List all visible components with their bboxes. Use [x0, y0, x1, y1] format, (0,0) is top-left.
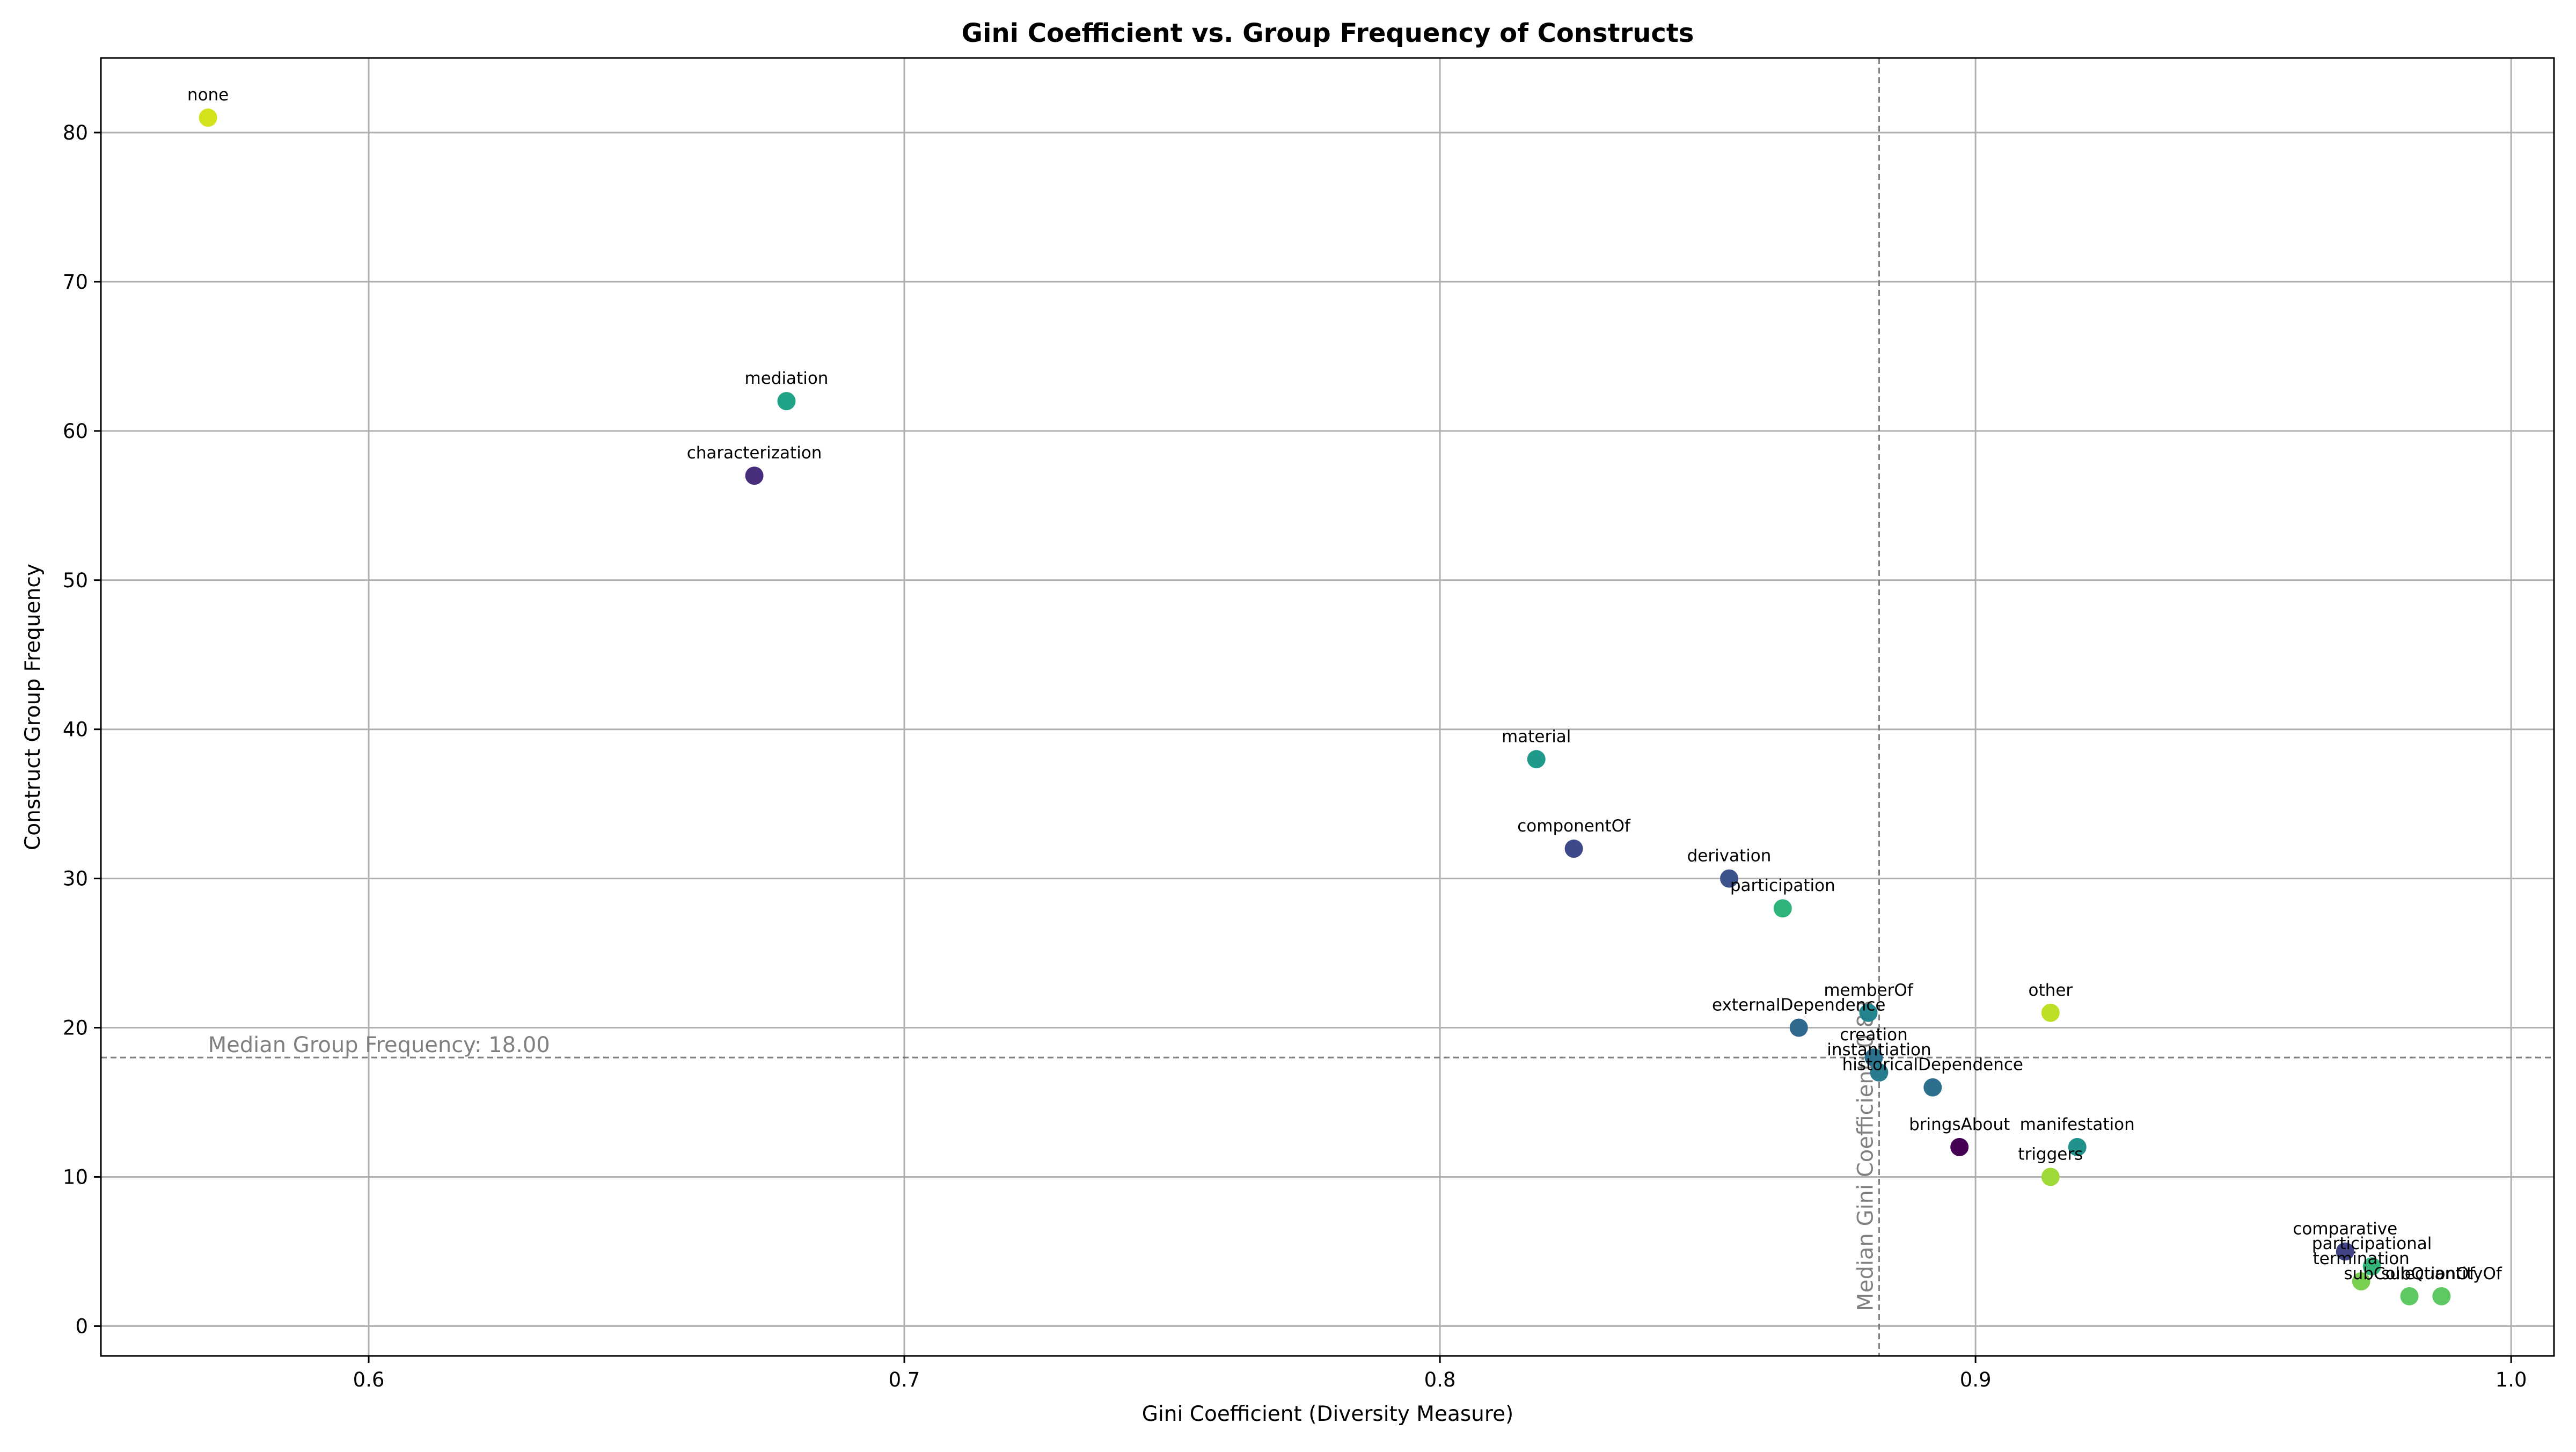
data-point-label: manifestation: [2020, 1115, 2135, 1134]
data-point-label: material: [1502, 727, 1571, 746]
data-point-label: participation: [1730, 876, 1835, 895]
y-axis-label: Construct Group Frequency: [21, 564, 45, 850]
data-point: [2400, 1287, 2419, 1305]
y-tick-label: 70: [63, 271, 88, 294]
y-tick-label: 50: [63, 569, 88, 592]
data-point: [1720, 869, 1739, 888]
data-point-label: componentOf: [1517, 816, 1631, 836]
data-point-label: triggers: [2018, 1144, 2083, 1164]
data-point-label: subQuantityOf: [2381, 1264, 2502, 1283]
data-point-label: memberOf: [1824, 981, 1913, 1000]
data-point: [2336, 1242, 2354, 1261]
data-point: [199, 108, 217, 127]
y-tick-label: 30: [63, 867, 88, 891]
x-tick-label: 0.6: [353, 1368, 385, 1391]
data-point-label: historicalDependence: [1842, 1055, 2023, 1075]
x-tick-label: 0.8: [1424, 1368, 1456, 1391]
y-tick-label: 20: [63, 1017, 88, 1040]
data-point: [1923, 1078, 1942, 1097]
data-point-label: comparative: [2293, 1219, 2397, 1238]
x-tick-label: 1.0: [2496, 1368, 2527, 1391]
data-point-label: other: [2029, 981, 2073, 1000]
data-point-label: participational: [2312, 1234, 2432, 1253]
chart-title: Gini Coefficient vs. Group Frequency of …: [962, 18, 1694, 48]
axis-ticks: 0.6 0.7 0.8 0.9 1.0 0 10 20 30 40 50 60 70 80: [63, 121, 2527, 1391]
data-point: [2041, 1003, 2060, 1022]
y-tick-label: 10: [63, 1165, 88, 1188]
data-point: [1864, 1048, 1883, 1067]
data-point-label: creation: [1840, 1025, 1908, 1045]
x-axis-label: Gini Coefficient (Diversity Measure): [1142, 1402, 1514, 1426]
x-tick-label: 0.9: [1960, 1368, 1992, 1391]
data-point-label: characterization: [687, 443, 822, 463]
data-point-label: externalDependence: [1712, 996, 1885, 1015]
data-point: [1950, 1137, 1969, 1156]
data-point: [2432, 1287, 2451, 1305]
data-points: [199, 108, 2451, 1305]
data-point: [2041, 1168, 2060, 1186]
data-point: [1859, 1003, 1878, 1022]
y-tick-label: 80: [63, 121, 88, 144]
data-point-label: subCollectionOf: [2344, 1264, 2475, 1283]
data-point: [2352, 1272, 2370, 1291]
data-point: [2068, 1137, 2087, 1156]
data-point-label: mediation: [745, 369, 829, 388]
data-point: [1564, 840, 1583, 858]
data-point-label: bringsAbout: [1909, 1115, 2010, 1134]
plot-frame: [100, 57, 2555, 1357]
data-point-label: termination: [2313, 1249, 2410, 1268]
data-point: [1870, 1063, 1889, 1082]
y-tick-label: 40: [63, 718, 88, 741]
data-point-label: instantiation: [1827, 1040, 1931, 1060]
data-point: [1789, 1018, 1808, 1037]
data-point-label: none: [187, 85, 229, 105]
y-tick-label: 60: [63, 420, 88, 443]
point-labels: none mediation characterization material com…: [187, 85, 2502, 1283]
data-point: [777, 392, 796, 411]
median-frequency-label: Median Group Frequency: 18.00: [208, 1033, 550, 1057]
data-point: [1527, 750, 1546, 769]
data-point: [2362, 1257, 2381, 1276]
y-tick-label: 0: [75, 1315, 88, 1338]
data-point: [1773, 899, 1792, 918]
data-point: [745, 466, 764, 485]
data-point-label: derivation: [1687, 847, 1772, 866]
x-tick-label: 0.7: [889, 1368, 920, 1391]
grid: [101, 58, 2554, 1356]
